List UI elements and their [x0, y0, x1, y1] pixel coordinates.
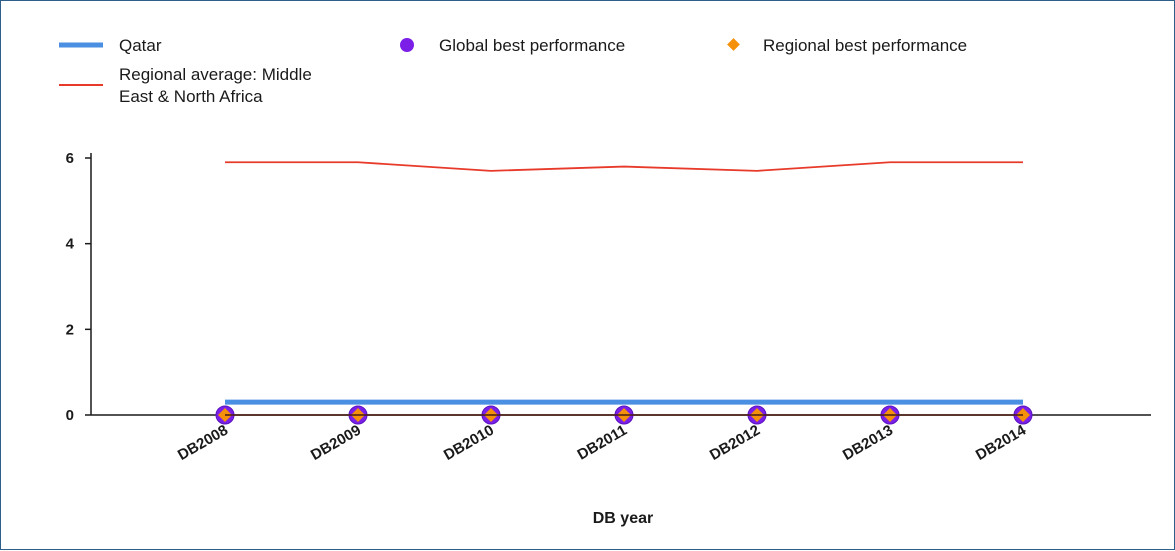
x-tick-label: DB2008 [175, 422, 231, 464]
legend-label-regional-average-line1: Regional average: Middle [119, 65, 312, 84]
y-tick-label: 4 [66, 236, 75, 253]
series-lines [225, 161, 1023, 405]
legend-circle-swatch [400, 38, 414, 52]
x-axis-title: DB year [593, 510, 653, 527]
legend-item-regional-best: Regional best performance [727, 36, 967, 55]
x-tick-label: DB2009 [308, 422, 364, 464]
x-tick-label: DB2011 [575, 422, 630, 464]
y-ticks: 0 2 4 6 [66, 150, 91, 424]
series-line-regional-average-middle-east-north-africa [225, 161, 1023, 172]
legend-item-qatar: Qatar [59, 36, 162, 55]
y-tick-label: 0 [66, 407, 74, 424]
y-tick-label: 2 [66, 321, 74, 338]
legend: Qatar Global best performance Regional b… [59, 36, 967, 106]
legend-label-qatar: Qatar [119, 36, 162, 55]
legend-item-global-best: Global best performance [400, 36, 625, 55]
x-tick-label: DB2010 [441, 422, 497, 464]
legend-label-global-best: Global best performance [439, 36, 625, 55]
series-markers [215, 405, 1033, 425]
legend-label-regional-average-line2: East & North Africa [119, 87, 263, 106]
y-tick-label: 6 [66, 150, 74, 167]
legend-label-regional-best: Regional best performance [763, 36, 967, 55]
legend-item-regional-average: Regional average: Middle East & North Af… [59, 65, 312, 106]
legend-diamond-swatch [727, 38, 740, 51]
x-tick-label: DB2013 [840, 422, 896, 464]
x-tick-label: DB2014 [973, 421, 1030, 464]
x-tick-label: DB2012 [707, 422, 763, 464]
x-ticks: DB2008 DB2009 DB2010 DB2011 DB2012 DB2013 DB20… [175, 415, 1030, 464]
